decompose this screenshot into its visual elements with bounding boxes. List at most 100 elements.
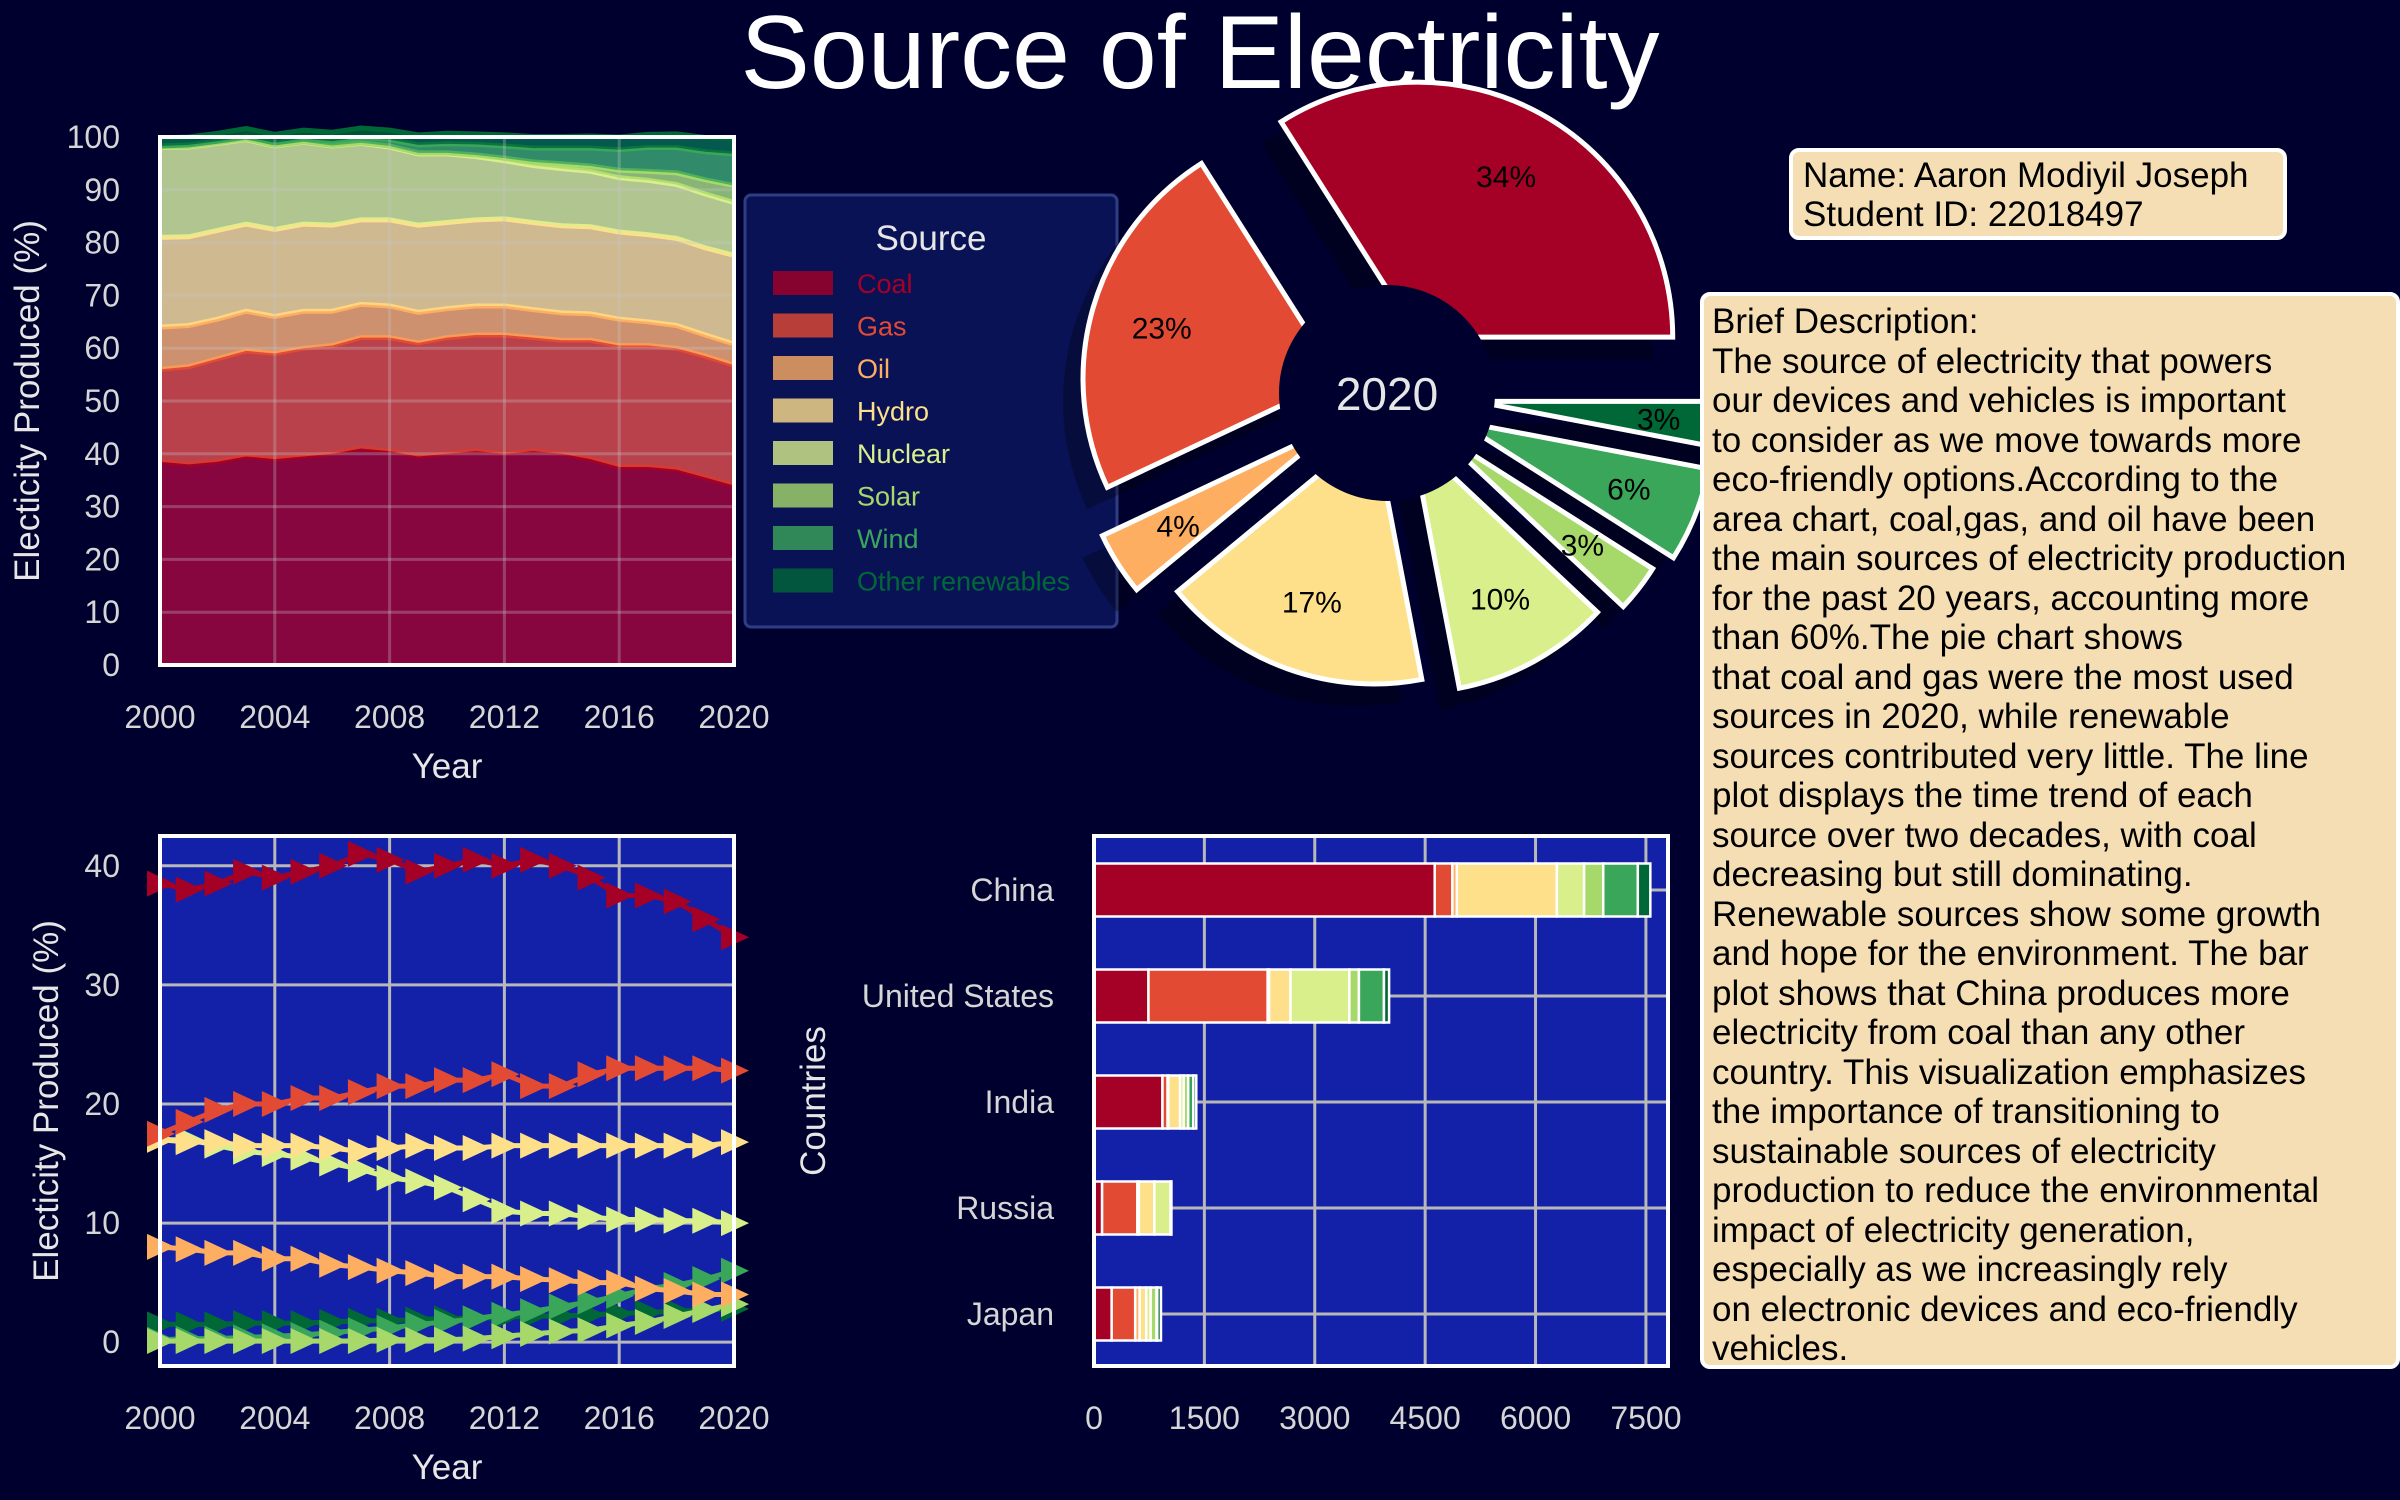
line-y-tick-label: 30 [84,967,120,1003]
line-marker-oil [577,1269,606,1296]
area-y-tick-label: 10 [84,594,120,630]
pie-wedge-gas [1080,160,1342,491]
legend-label-oil: Oil [857,354,890,384]
bar-y-axis-label: Countries [794,1026,833,1176]
line-marker-oil [204,1239,233,1266]
line-marker-hydro [319,1135,348,1162]
pie-center-label: 2020 [1336,368,1438,420]
area-layer-oil [160,304,734,370]
line-plot-frame [158,834,736,1368]
student-id: Student ID: 22018497 [1803,195,2144,234]
area-plot-frame [158,135,736,667]
line-x-tick-label: 2000 [124,1400,195,1436]
student-name: Name: Aaron Modiyil Joseph [1803,156,2249,195]
line-ticks: 2000 2004 2008 2012 2016 2020 0 10 20 30 40 [84,848,769,1436]
pie-wedge-oil [1099,424,1335,594]
line-x-tick-label: 2008 [354,1400,425,1436]
line-marker-gas [261,1090,290,1117]
line-marker-coal [692,906,721,933]
area-layer-nuclear [160,139,734,256]
line-x-tick-label: 2004 [239,1400,310,1436]
bar-segment-china-coal [1092,862,1436,918]
line-marker-gas [520,1073,549,1100]
line-marker-solar [261,1327,290,1354]
line-marker-coal [663,888,692,915]
pie-label-hydro: 17% [1282,587,1342,620]
line-marker-solar [462,1325,491,1352]
pie-label-oil: 4% [1156,511,1199,544]
line-marker-coal [405,858,434,885]
pie-labels: 34%23%4%17% 10%3%6%3% [1132,161,1681,619]
line-marker-hydro [405,1132,434,1159]
bar-x-tick-label: 3000 [1279,1400,1350,1436]
line-marker-oil [548,1267,577,1294]
line-marker-wind [491,1301,520,1328]
line-marker-hydro [692,1132,721,1159]
area-layers [159,125,735,665]
student-info-box: Name: Aaron Modiyil Joseph Student ID: 2… [1789,148,2287,240]
line-marker-hydro [462,1135,491,1162]
bar-segment-united-states-wind [1357,968,1386,1024]
bar-x-tick-label: 0 [1085,1400,1103,1436]
line-x-tick-label: 2012 [469,1400,540,1436]
line-marker-coal [634,882,663,909]
line-marker-nuclear [634,1206,663,1233]
pie-wedge-nuclear [1407,430,1601,692]
bar-segment-united-states-other-renewables [1382,968,1391,1024]
pie-label-other-renewables: 3% [1637,404,1680,437]
legend-label-hydro: Hydro [857,397,929,427]
line-marker-coal [290,858,319,885]
line-marker-oil [520,1266,549,1293]
line-marker-oil [434,1263,462,1290]
area-layer-coal [160,448,734,665]
line-marker-nuclear [692,1207,721,1234]
area-y-tick-label: 40 [84,436,120,472]
line-series [147,840,749,1354]
bar-segment-russia-gas [1100,1180,1139,1236]
line-marker-solar [577,1317,606,1344]
line-marker-coal [376,846,405,873]
line-marker-coal [261,864,290,891]
line-marker-solar [204,1327,233,1354]
bar-x-tick-label: 6000 [1500,1400,1571,1436]
line-marker-gas [376,1073,405,1100]
line-marker-solar [663,1302,692,1329]
bar-x-tick-label: 1500 [1169,1400,1240,1436]
bar-category-label: China [970,872,1054,908]
area-y-tick-label: 20 [84,541,120,577]
line-marker-solar [606,1312,635,1339]
line-marker-hydro [233,1132,262,1159]
line-marker-coal [520,846,549,873]
line-marker-gas [606,1055,635,1082]
line-marker-oil [290,1245,319,1272]
line-marker-hydro [663,1132,692,1159]
line-marker-oil [261,1245,290,1272]
legend-swatch-other-renewables [773,568,833,593]
legend: Source Coal Gas Oil Hydro Nuclear Solar Wind Ot… [743,193,1119,629]
line-marker-hydro [261,1132,290,1159]
line-marker-coal [462,846,491,873]
legend-swatch-hydro [773,398,833,423]
line-marker-gas [175,1108,204,1135]
line-y-axis-label: Electicity Produced (%) [27,920,66,1282]
legend-label-other-renewables: Other renewables [857,567,1070,597]
line-marker-oil [606,1269,635,1296]
legend-swatch-nuclear [773,441,833,465]
line-marker-gas [548,1073,577,1100]
pie-chart: 34%23%4%17% 10%3%6%3% 2020 [1063,79,1734,711]
legend-swatch-solar [773,483,833,508]
line-marker-coal [175,876,204,903]
line-marker-gas [347,1079,376,1106]
line-marker-gas [405,1073,434,1100]
line-marker-solar [405,1326,434,1353]
bar-ticks: 0 1500 3000 4500 6000 7500 China United States I… [862,872,1682,1436]
line-marker-gas [204,1096,233,1123]
area-y-axis-label: Electicity Produced (%) [8,220,47,582]
pie-label-wind: 6% [1607,474,1650,507]
line-y-tick-label: 40 [84,848,120,884]
line-marker-oil [692,1281,721,1308]
area-x-axis-label: Year [412,747,483,786]
line-marker-solar [491,1323,520,1350]
line-marker-solar [233,1327,262,1354]
bar-segment-japan-other-renewables [1156,1286,1163,1342]
